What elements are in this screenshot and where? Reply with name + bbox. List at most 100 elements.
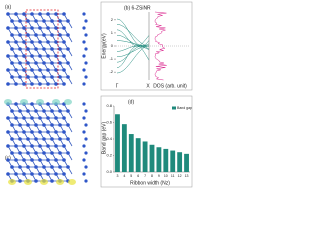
atom [34, 61, 38, 65]
y-tick-label: 0.6 [106, 120, 112, 125]
band [116, 29, 150, 47]
atom [54, 144, 58, 148]
atom [42, 137, 46, 141]
atom [46, 26, 50, 30]
legend-swatch [172, 106, 176, 110]
atom [18, 137, 22, 141]
atom [10, 19, 14, 23]
atom [10, 61, 14, 65]
charge-density [52, 99, 60, 105]
atom [6, 172, 10, 176]
atom [38, 68, 42, 72]
atom [38, 54, 42, 58]
atom [18, 33, 22, 37]
atom [14, 130, 18, 134]
atom [26, 165, 30, 169]
y-tick-label: 0.0 [106, 169, 112, 174]
atom [50, 151, 54, 155]
atom [18, 47, 22, 51]
side-atom [82, 116, 86, 120]
side-atom [82, 54, 86, 58]
atom [34, 179, 38, 183]
atom [58, 165, 62, 169]
x-tick-label: 5 [130, 174, 132, 178]
atom [38, 116, 42, 120]
band [116, 45, 150, 63]
x-axis-label: DOS (arb. unit) [153, 83, 187, 89]
atom [30, 12, 34, 16]
atom [50, 179, 54, 183]
atom [6, 12, 10, 16]
kpoint-label: X [146, 83, 150, 89]
atom [6, 116, 10, 120]
atom [38, 12, 42, 16]
atom [46, 12, 50, 16]
x-tick-label: 8 [151, 174, 153, 178]
atom [18, 109, 22, 113]
charge-density [36, 99, 44, 105]
atom [26, 137, 30, 141]
side-atom [82, 26, 86, 30]
side-atom [82, 68, 86, 72]
x-tick-label: 9 [158, 174, 160, 178]
bar [135, 138, 141, 172]
atom [42, 19, 46, 23]
y-axis-label: Band gap (eV) [101, 122, 107, 155]
atom [58, 123, 62, 127]
atom [22, 12, 26, 16]
charge-density [64, 99, 72, 105]
atom [66, 47, 70, 51]
y-tick-label: 0.8 [106, 103, 112, 108]
atom [46, 40, 50, 44]
side-atom [84, 33, 88, 37]
atom [58, 137, 62, 141]
side-atom [84, 47, 88, 51]
side-atom [82, 82, 86, 86]
legend-label: Band gap [177, 106, 192, 110]
atom [46, 172, 50, 176]
band [116, 34, 150, 47]
bar [142, 141, 148, 172]
atom [54, 26, 58, 30]
atom [58, 151, 62, 155]
atom [10, 75, 14, 79]
atom [30, 116, 34, 120]
atom [22, 172, 26, 176]
y-tick-label: -2 [109, 69, 113, 74]
atom [18, 165, 22, 169]
atom [42, 165, 46, 169]
bar [115, 114, 120, 172]
x-tick-label: 6 [137, 174, 139, 178]
side-atom [84, 109, 88, 113]
atom [50, 75, 54, 79]
bar [177, 152, 183, 172]
atom [30, 144, 34, 148]
atom [62, 158, 66, 162]
atom [46, 102, 50, 106]
panel-title: (b) 6-ZSiNR [124, 5, 151, 11]
side-atom [82, 144, 86, 148]
atom [14, 12, 18, 16]
side-atom [84, 151, 88, 155]
atom [58, 61, 62, 65]
atom [6, 40, 10, 44]
atom [34, 165, 38, 169]
x-tick-label: 12 [178, 174, 182, 178]
y-tick-label: 1 [111, 30, 114, 35]
charge-density [8, 179, 16, 185]
atom [50, 47, 54, 51]
x-tick-label: 11 [171, 174, 175, 178]
charge-density [40, 179, 48, 185]
atom [10, 47, 14, 51]
atom [34, 151, 38, 155]
atom [38, 158, 42, 162]
atom [30, 130, 34, 134]
atom [30, 40, 34, 44]
bar [184, 153, 189, 172]
atom [66, 33, 70, 37]
atom [22, 54, 26, 58]
atom [34, 109, 38, 113]
atom [54, 68, 58, 72]
bar [128, 134, 134, 172]
atom [54, 82, 58, 86]
